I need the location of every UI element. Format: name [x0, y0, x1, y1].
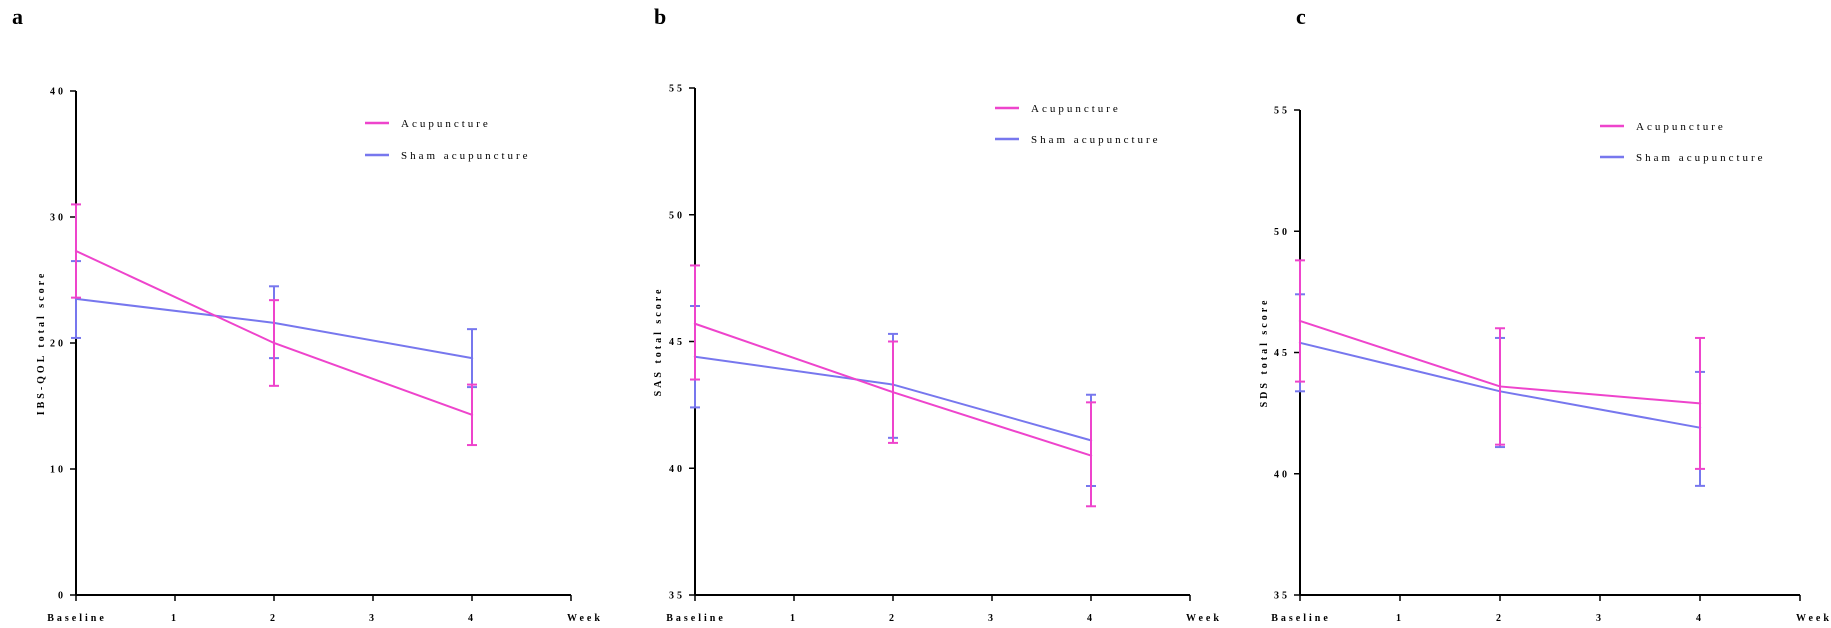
x-tick-label: 4 — [1087, 613, 1095, 624]
y-tick-label: 40 — [1274, 469, 1290, 480]
y-axis-label: IBS-QOL total score — [36, 271, 47, 416]
legend-label: Sham acupuncture — [401, 150, 531, 162]
chart-panel-b: b 35 40 45 50 55 Baseline 1 2 3 4 Week SAS total sco… — [653, 4, 1222, 624]
data-point — [1298, 319, 1302, 323]
y-tick-label: 50 — [669, 210, 685, 221]
x-axis-label: Week — [567, 613, 603, 624]
x-tick-label: 2 — [889, 613, 897, 624]
y-axis-label: SAS total score — [653, 287, 664, 397]
x-tick-label: 3 — [1596, 613, 1604, 624]
x-tick-label: 4 — [1696, 613, 1704, 624]
panel-letter: b — [654, 4, 666, 29]
y-tick-label: 20 — [50, 339, 66, 350]
x-tick-label: Baseline — [47, 613, 107, 624]
x-tick-label: 1 — [1396, 613, 1404, 624]
data-point — [1498, 385, 1502, 388]
y-tick-label: 45 — [1274, 348, 1290, 359]
x-tick-label: 4 — [468, 613, 476, 624]
x-axis-label: Week — [1186, 613, 1222, 624]
data-point — [470, 413, 474, 417]
x-tick-label: Baseline — [666, 613, 726, 624]
data-point — [470, 356, 474, 360]
x-tick-label: 1 — [790, 613, 798, 624]
data-point — [74, 249, 78, 253]
legend: Acupuncture Sham acupuncture — [365, 118, 531, 162]
data-point — [693, 322, 697, 325]
series-acupuncture — [690, 264, 1096, 508]
panel-letter: a — [12, 4, 23, 29]
legend: Acupuncture Sham acupuncture — [1600, 121, 1766, 164]
legend-label: Acupuncture — [1636, 121, 1726, 133]
data-point — [1698, 402, 1702, 405]
y-tick-label: 45 — [669, 337, 685, 348]
panel-letter: c — [1296, 4, 1306, 29]
x-axis-label: Week — [1796, 613, 1831, 624]
chart-panel-a: a 0 10 20 30 40 Baseline 1 2 3 4 Week IBS-QOL total … — [12, 4, 603, 624]
x-tick-label: 3 — [988, 613, 996, 624]
legend-label: Acupuncture — [401, 118, 491, 130]
y-tick-label: 55 — [1274, 106, 1290, 117]
y-tick-label: 30 — [50, 213, 66, 224]
data-point — [272, 341, 276, 345]
series-acupuncture — [71, 203, 477, 447]
y-axis-label: SDS total score — [1259, 298, 1270, 408]
x-tick-label: Baseline — [1271, 613, 1331, 624]
x-tick-label: 3 — [369, 613, 377, 624]
chart-panel-c: c 35 40 45 50 55 Baseline 1 2 3 4 Week SDS total sco… — [1259, 4, 1831, 624]
data-point — [1089, 454, 1093, 457]
y-tick-label: 40 — [50, 87, 66, 98]
series-acupuncture — [1295, 259, 1705, 470]
y-tick-label: 55 — [669, 84, 685, 95]
x-tick-label: 2 — [1496, 613, 1504, 624]
legend-label: Acupuncture — [1031, 103, 1121, 115]
x-tick-label: 2 — [270, 613, 278, 624]
legend-label: Sham acupuncture — [1031, 134, 1161, 146]
y-tick-label: 35 — [1274, 591, 1290, 602]
error-bar — [690, 264, 700, 381]
y-tick-label: 50 — [1274, 227, 1290, 238]
x-tick-label: 1 — [171, 613, 179, 624]
data-point — [891, 391, 895, 394]
y-tick-label: 40 — [669, 464, 685, 475]
y-tick-label: 35 — [669, 591, 685, 602]
error-bar — [1086, 401, 1096, 508]
legend: Acupuncture Sham acupuncture — [995, 103, 1161, 146]
legend-label: Sham acupuncture — [1636, 152, 1766, 164]
y-tick-label: 10 — [50, 465, 66, 476]
y-tick-label: 0 — [58, 591, 66, 602]
